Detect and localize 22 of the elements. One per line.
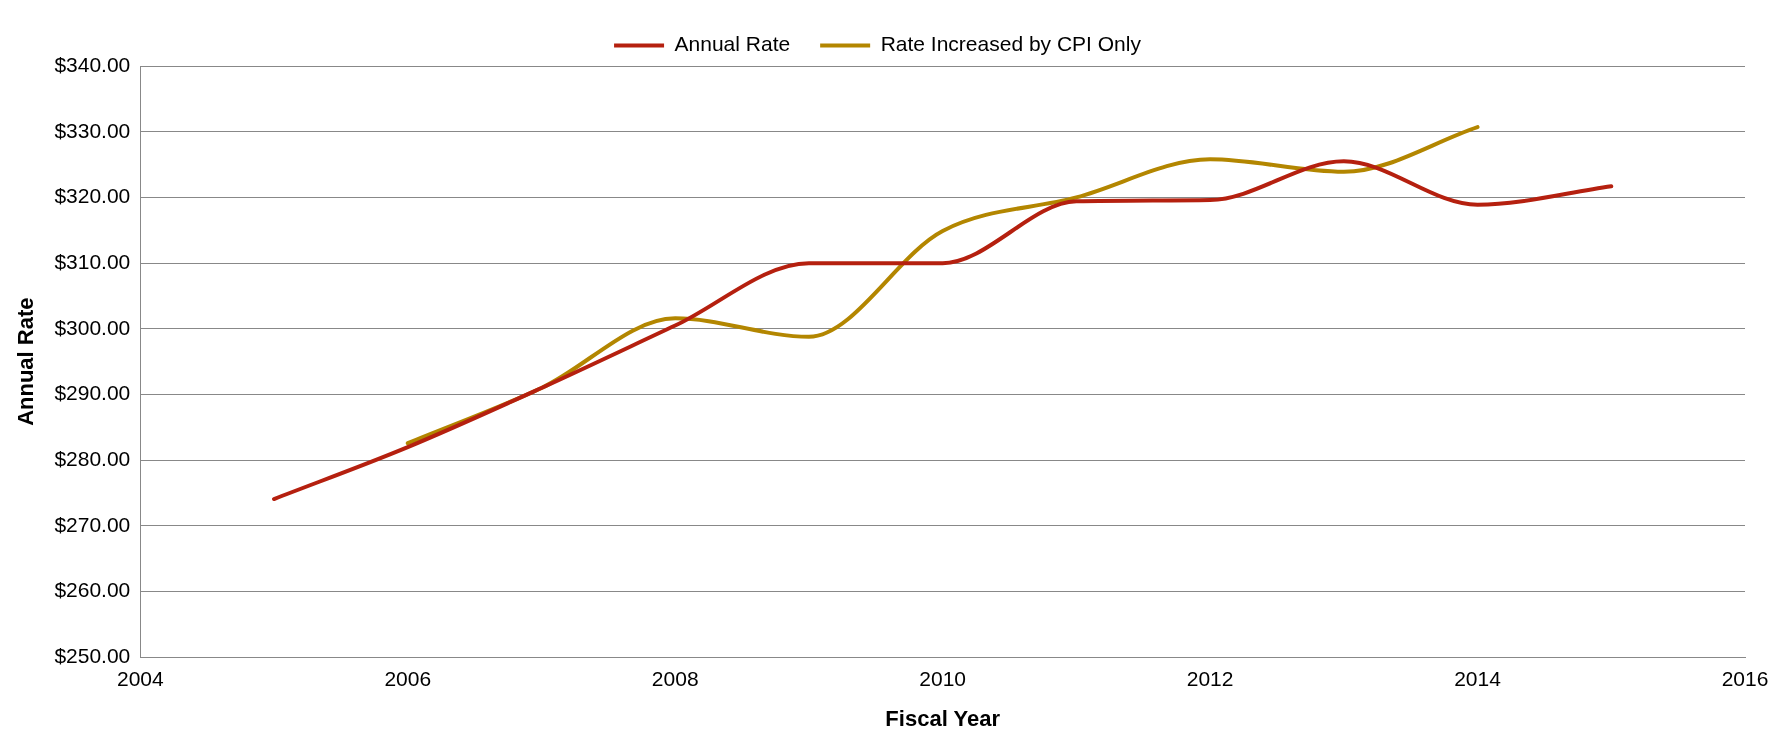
y-tick-label: $300.00	[54, 315, 131, 339]
y-tick-label: $310.00	[54, 249, 131, 273]
y-axis-title: Annual Rate	[13, 297, 39, 426]
x-axis-title: Fiscal Year	[885, 705, 1001, 731]
x-tick-label: 2012	[1186, 666, 1234, 690]
y-tick-label: $270.00	[54, 512, 131, 536]
x-tick-label: 2016	[1721, 666, 1769, 690]
y-tick-label: $340.00	[54, 52, 131, 76]
legend-label: Rate Increased by CPI Only	[880, 32, 1142, 56]
y-tick-label: $250.00	[54, 644, 131, 668]
legend-label: Annual Rate	[674, 32, 791, 56]
y-tick-label: $280.00	[54, 447, 131, 471]
x-tick-label: 2008	[651, 666, 699, 690]
x-tick-label: 2010	[919, 666, 967, 690]
x-tick-label: 2006	[384, 666, 432, 690]
y-tick-label: $260.00	[54, 578, 131, 602]
y-tick-label: $320.00	[54, 184, 131, 208]
x-tick-label: 2004	[116, 666, 164, 690]
line-series	[272, 159, 1614, 502]
y-tick-label: $290.00	[54, 381, 131, 405]
x-tick-label: 2014	[1454, 666, 1502, 690]
y-tick-label: $330.00	[54, 118, 131, 142]
